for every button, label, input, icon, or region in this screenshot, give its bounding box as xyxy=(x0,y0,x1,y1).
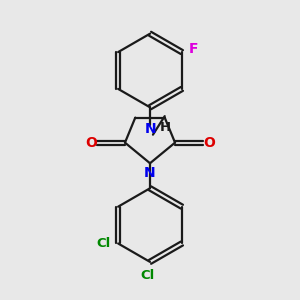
Text: Cl: Cl xyxy=(140,269,154,282)
Text: F: F xyxy=(188,42,198,56)
Text: O: O xyxy=(85,136,97,150)
Text: Cl: Cl xyxy=(97,237,111,250)
Text: N: N xyxy=(144,166,156,180)
Text: N: N xyxy=(145,122,156,136)
Text: H: H xyxy=(160,121,171,134)
Text: O: O xyxy=(203,136,215,150)
